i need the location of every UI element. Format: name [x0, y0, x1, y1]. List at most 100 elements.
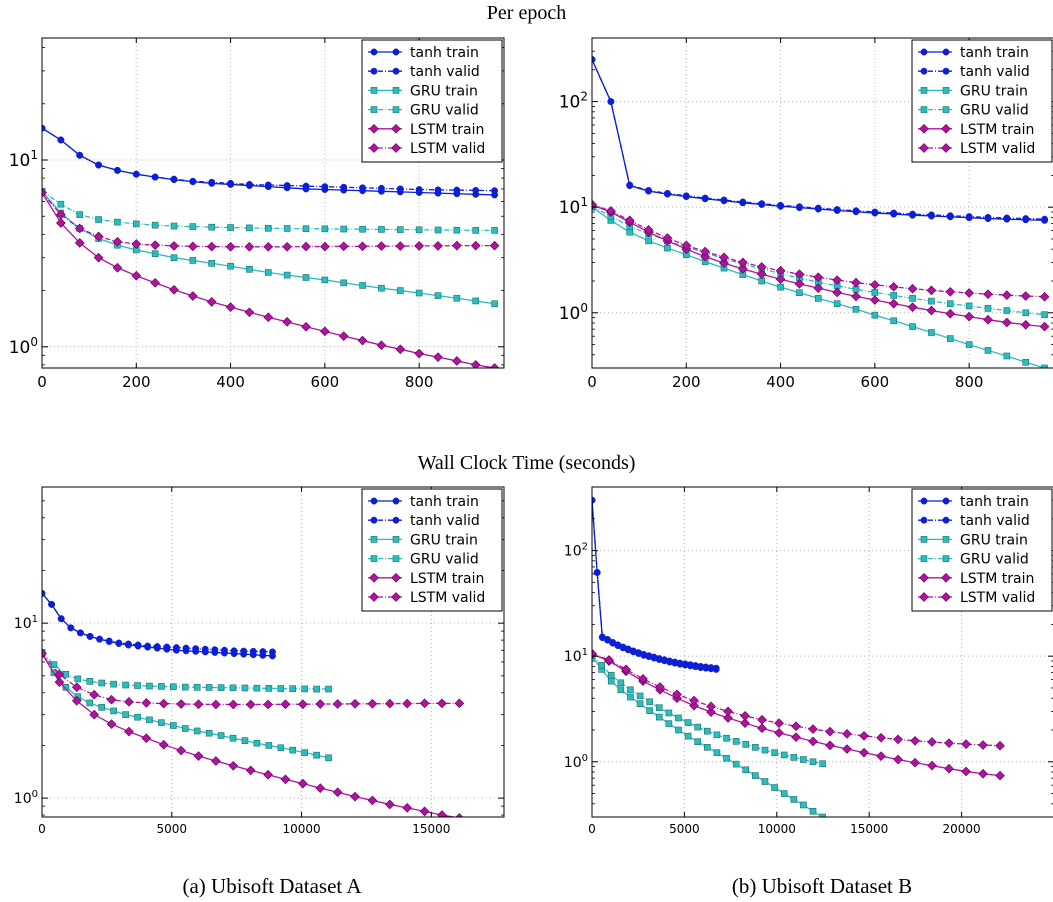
point-gru-train	[110, 707, 117, 715]
legend-marker-tanh-train	[920, 497, 928, 505]
point-gru-train	[98, 704, 105, 711]
point-lstm-train	[825, 740, 835, 751]
legend-label-tanh-valid: tanh valid	[410, 513, 480, 529]
point-lstm-valid	[740, 711, 750, 721]
point-lstm-train	[263, 312, 274, 323]
point-tanh-valid	[283, 182, 291, 189]
point-gru-train	[241, 737, 249, 744]
axes-frame	[41, 486, 505, 818]
point-tanh-valid	[871, 208, 879, 216]
point-lstm-valid	[775, 265, 786, 276]
point-gru-train	[965, 341, 973, 348]
legend-label-tanh-train: tanh train	[960, 45, 1029, 61]
y-tick-label: 100	[9, 335, 38, 358]
legend-marker-lstm-valid	[391, 592, 401, 602]
series-line-gru-valid	[42, 190, 495, 232]
point-gru-train	[928, 329, 935, 336]
point-lstm-valid	[825, 726, 835, 737]
point-lstm-train	[206, 297, 217, 307]
point-gru-train	[208, 259, 216, 267]
point-lstm-valid	[42, 648, 47, 659]
point-lstm-valid	[71, 682, 82, 693]
point-lstm-valid	[689, 695, 699, 706]
legend-label-gru-train: GRU train	[410, 532, 478, 548]
legend-marker-tanh-valid	[920, 516, 928, 524]
point-gru-valid	[665, 709, 673, 717]
point-tanh-valid	[1003, 214, 1011, 222]
point-lstm-valid	[944, 738, 954, 749]
axes-frame	[591, 486, 1053, 818]
point-tanh-valid	[245, 180, 253, 188]
point-tanh-valid	[965, 213, 973, 221]
point-lstm-valid	[756, 262, 767, 272]
point-gru-valid	[800, 756, 807, 763]
point-gru-valid	[790, 754, 798, 761]
point-gru-valid	[189, 223, 197, 230]
legend-marker-tanh-train	[942, 497, 950, 505]
point-tanh-valid	[86, 632, 94, 640]
point-lstm-train	[1039, 321, 1050, 332]
point-gru-train	[301, 749, 308, 756]
point-gru-train	[627, 693, 634, 701]
point-gru-train	[645, 237, 652, 245]
legend-box	[361, 488, 503, 612]
point-lstm-train	[700, 251, 710, 262]
point-gru-valid	[340, 225, 348, 233]
point-lstm-train	[893, 754, 903, 765]
chart-epoch-A: 0 200 400 600 800 100 101 tanh train tanh valid G…	[9, 37, 505, 391]
point-tanh-valid	[124, 640, 132, 648]
point-lstm-valid	[876, 732, 886, 743]
point-lstm-valid	[206, 241, 217, 252]
point-tanh-valid	[182, 644, 190, 652]
y-tick-label: 101	[564, 647, 588, 665]
point-gru-valid	[289, 685, 297, 693]
point-lstm-train	[301, 321, 311, 332]
point-lstm-valid	[282, 241, 292, 252]
point-tanh-valid	[42, 589, 46, 597]
point-gru-train	[607, 677, 615, 685]
point-lstm-train	[74, 238, 85, 248]
point-lstm-train	[945, 308, 956, 319]
x-tick-label: 15000	[412, 822, 450, 836]
point-tanh-valid	[208, 178, 216, 186]
point-gru-valid	[86, 678, 94, 685]
point-gru-valid	[158, 683, 165, 690]
point-lstm-train	[455, 813, 464, 817]
point-gru-valid	[598, 661, 605, 669]
point-lstm-valid	[367, 698, 378, 709]
point-lstm-valid	[437, 698, 447, 709]
point-lstm-train	[71, 695, 82, 706]
point-lstm-valid	[907, 283, 918, 294]
legend-marker-tanh-train	[370, 48, 378, 56]
x-tick-label: 200	[122, 373, 151, 391]
series-group	[42, 589, 465, 817]
point-lstm-train	[907, 302, 918, 313]
point-tanh-valid	[340, 183, 348, 191]
point-lstm-train	[211, 756, 221, 766]
point-lstm-train	[158, 739, 169, 750]
caption-dataset-b: (b) Ubisoft Dataset B	[731, 874, 913, 898]
legend-label-tanh-valid: tanh valid	[960, 513, 1030, 529]
point-lstm-train	[775, 274, 786, 285]
point-gru-train	[636, 700, 644, 707]
series-line-gru-train	[592, 655, 823, 817]
point-gru-valid	[146, 682, 153, 690]
legend-label-lstm-train: LSTM train	[410, 122, 484, 138]
point-lstm-valid	[738, 257, 748, 268]
point-tanh-valid	[163, 643, 171, 651]
point-tanh-valid	[604, 636, 611, 643]
legend-marker-tanh-valid	[920, 67, 928, 75]
point-lstm-train	[926, 305, 937, 316]
series-line-lstm-train	[592, 204, 1045, 328]
point-lstm-valid	[606, 206, 616, 216]
point-gru-train	[909, 323, 916, 330]
point-gru-train	[655, 713, 663, 721]
point-lstm-valid	[112, 236, 123, 247]
legend-marker-gru-valid	[920, 555, 928, 562]
point-lstm-train	[876, 751, 886, 762]
point-lstm-train	[978, 768, 988, 779]
point-lstm-train	[367, 795, 378, 806]
point-tanh-valid	[42, 124, 46, 132]
point-lstm-valid	[794, 269, 805, 280]
